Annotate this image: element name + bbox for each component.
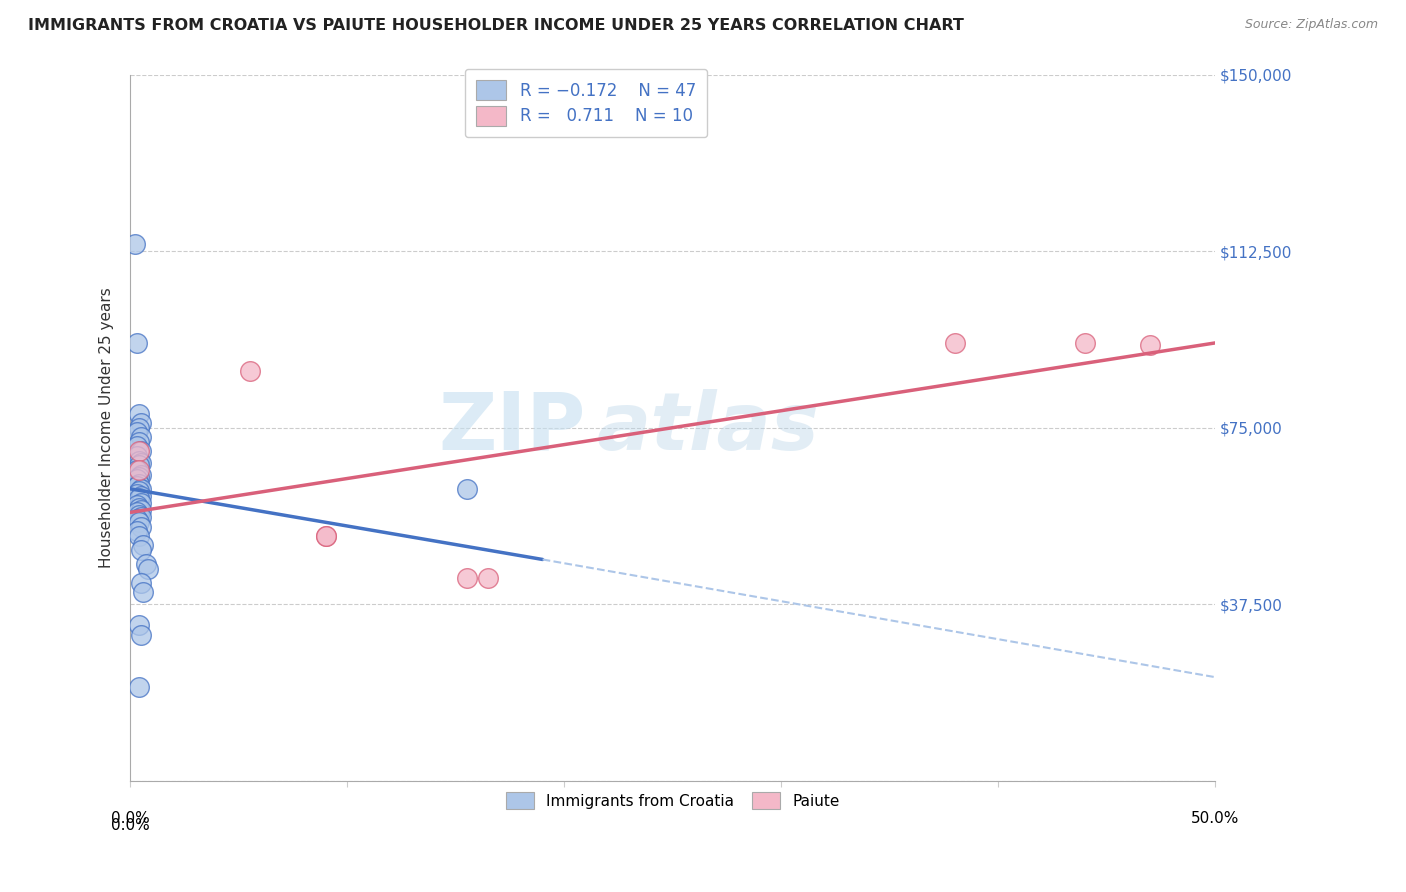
Point (125, 486, 148, 500)
Point (477, 571, 499, 585)
Point (128, 500, 150, 515)
Point (129, 543, 152, 558)
Point (129, 456, 152, 470)
Point (125, 499, 148, 513)
Point (129, 444, 152, 458)
Text: atlas: atlas (598, 389, 820, 467)
Point (124, 237, 146, 252)
Point (1074, 335, 1097, 350)
Point (128, 515, 150, 529)
Text: Source: ZipAtlas.com: Source: ZipAtlas.com (1244, 18, 1378, 31)
Point (129, 510, 152, 524)
Point (128, 529, 150, 543)
Point (129, 503, 152, 517)
Point (129, 467, 152, 482)
Point (129, 416, 152, 430)
Point (1139, 338, 1161, 352)
Point (129, 628, 152, 642)
Point (125, 479, 148, 493)
Point (132, 538, 155, 552)
Point (456, 482, 478, 496)
Point (125, 449, 148, 463)
Point (128, 444, 150, 458)
Point (132, 585, 155, 599)
Legend: Immigrants from Croatia, Paiute: Immigrants from Croatia, Paiute (501, 786, 845, 815)
Point (128, 453, 150, 467)
Point (125, 524, 148, 539)
Point (239, 364, 262, 378)
Point (125, 425, 148, 440)
Point (129, 496, 152, 510)
Point (125, 463, 148, 477)
Point (129, 482, 152, 496)
Point (315, 529, 337, 543)
Point (128, 420, 150, 434)
Point (128, 470, 150, 484)
Point (136, 562, 159, 576)
Point (135, 557, 157, 571)
Point (125, 505, 148, 519)
Point (943, 335, 966, 350)
Point (128, 680, 150, 694)
Point (128, 458, 150, 473)
Y-axis label: Householder Income Under 25 years: Householder Income Under 25 years (100, 287, 114, 568)
Point (128, 508, 150, 522)
Point (315, 529, 337, 543)
Text: ZIP: ZIP (439, 389, 586, 467)
Point (128, 491, 150, 506)
Point (125, 512, 148, 526)
Point (125, 440, 148, 454)
Point (128, 618, 150, 632)
Point (128, 434, 150, 449)
Point (125, 335, 148, 350)
Point (128, 477, 150, 491)
Point (129, 576, 152, 591)
Text: 0.0%: 0.0% (111, 819, 149, 833)
Point (129, 519, 152, 533)
Point (128, 463, 150, 477)
Point (128, 484, 150, 499)
Point (129, 430, 152, 444)
Point (456, 571, 478, 585)
Text: 50.0%: 50.0% (1191, 812, 1240, 826)
Point (128, 407, 150, 421)
Text: IMMIGRANTS FROM CROATIA VS PAIUTE HOUSEHOLDER INCOME UNDER 25 YEARS CORRELATION : IMMIGRANTS FROM CROATIA VS PAIUTE HOUSEH… (28, 18, 965, 33)
Point (125, 472, 148, 486)
Point (129, 489, 152, 503)
Text: 0.0%: 0.0% (111, 812, 149, 826)
